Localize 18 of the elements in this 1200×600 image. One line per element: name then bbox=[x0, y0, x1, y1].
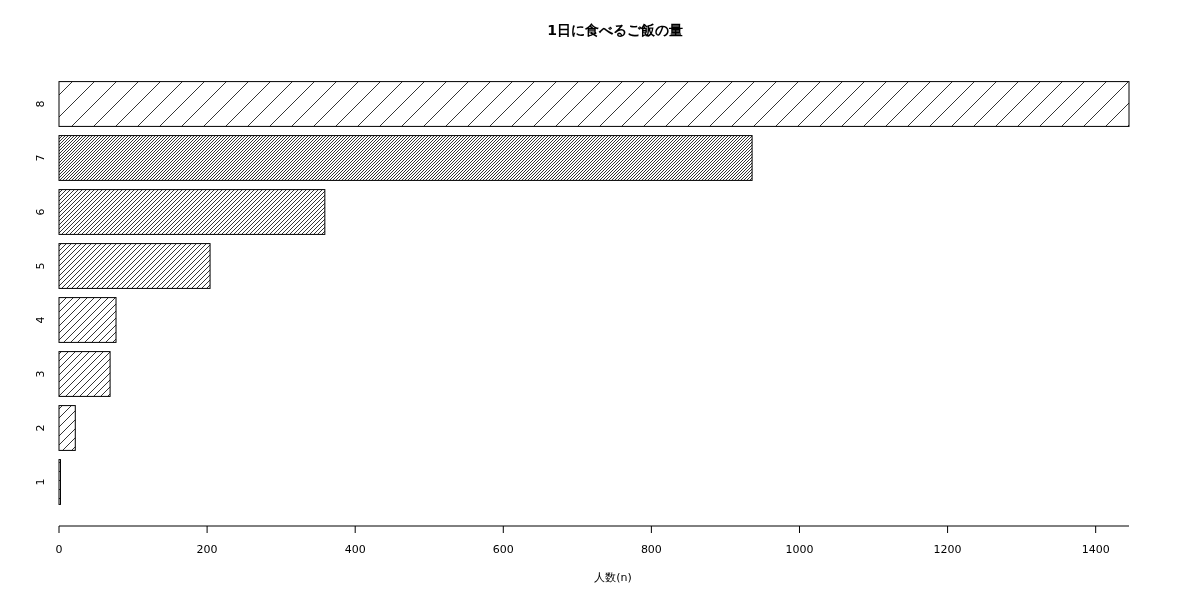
x-tick-label: 600 bbox=[492, 543, 514, 556]
chart-title: 1日に食べるご飯の量 bbox=[547, 22, 683, 38]
x-tick-label: 1400 bbox=[1081, 543, 1110, 556]
x-axis-title: 人数(n) bbox=[594, 571, 632, 584]
x-tick-label: 1200 bbox=[933, 543, 962, 556]
x-tick-label: 800 bbox=[640, 543, 662, 556]
y-tick-label: 5 bbox=[33, 262, 47, 270]
y-tick-label: 4 bbox=[33, 316, 47, 324]
x-tick-label: 1000 bbox=[785, 543, 814, 556]
x-tick-label: 200 bbox=[196, 543, 218, 556]
x-tick-label: 400 bbox=[344, 543, 366, 556]
y-tick-label: 8 bbox=[33, 100, 47, 108]
y-tick-label: 3 bbox=[33, 370, 47, 378]
y-tick-label: 7 bbox=[33, 154, 47, 162]
y-tick-label: 2 bbox=[33, 424, 47, 432]
y-tick-label: 1 bbox=[33, 478, 47, 486]
x-tick-label: 0 bbox=[55, 543, 63, 556]
y-tick-label: 6 bbox=[33, 208, 47, 216]
